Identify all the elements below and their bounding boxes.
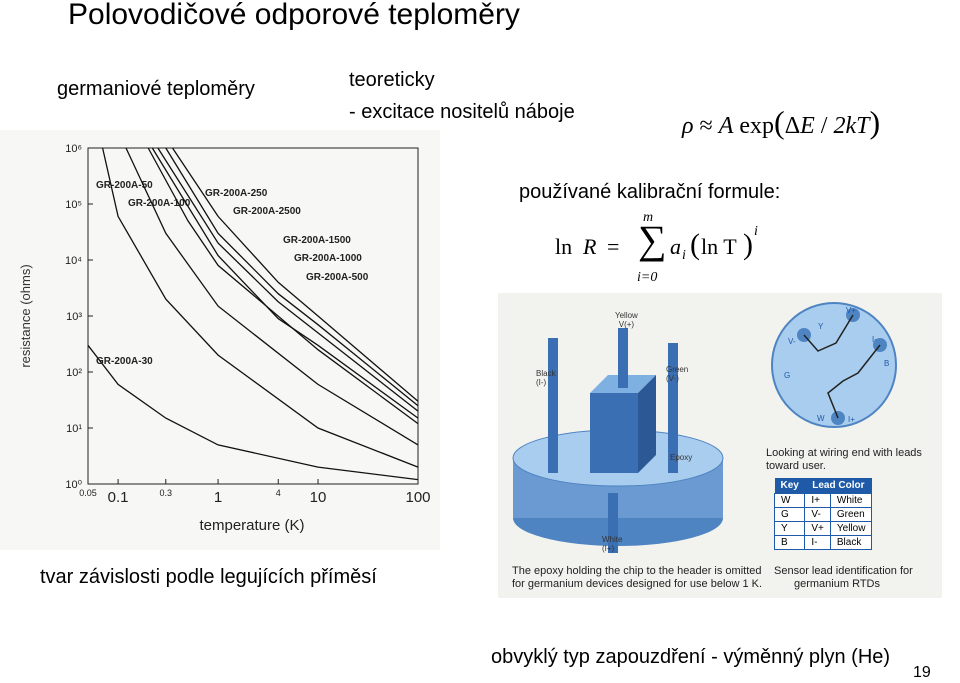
pinout-wire-2 <box>827 344 881 419</box>
table-cell: W <box>774 493 806 508</box>
series-line <box>165 147 419 407</box>
pin-white <box>608 493 618 553</box>
table-cell: White <box>829 493 873 508</box>
x-axis-label: temperature (K) <box>199 517 304 534</box>
table-row: G V- Green <box>774 507 873 522</box>
table-cell: B <box>774 535 806 550</box>
series-label: GR-200A-1000 <box>294 253 362 264</box>
lead-table: Key Lead Color W I+ White G V- Green Y V+ Yello… <box>774 478 873 550</box>
lead-label-white: White (I+) <box>602 535 623 553</box>
series-label: GR-200A-250 <box>205 188 268 199</box>
table-header-key: Key <box>774 478 805 494</box>
page-number: 19 <box>913 664 931 681</box>
pin-label-iminus: I- <box>872 335 877 344</box>
table-cell: V+ <box>804 521 831 536</box>
chart-background <box>0 130 440 550</box>
x-tick-label: 0.1 <box>108 489 129 506</box>
x-tick-label: 0.05 <box>79 488 97 498</box>
pin-green <box>668 343 678 473</box>
series-label: GR-200A-500 <box>306 272 369 283</box>
chart-marks: 10⁰ 10¹ 10² 10³ 10⁴ 10⁵ 10⁶ 0.05 0.1 0.3 1 4 10 100 GR… <box>65 143 430 506</box>
note-left-2: for germanium devices designed for use b… <box>512 578 763 590</box>
series-line <box>157 147 419 412</box>
pinout-wire-1 <box>803 314 854 352</box>
table-row: B I- Black <box>774 535 873 550</box>
y-tick-label: 10⁶ <box>65 143 82 155</box>
note-right-1: Sensor lead identification for <box>774 565 913 577</box>
epoxy-label: Epoxy <box>670 453 693 462</box>
pin-black <box>548 338 558 473</box>
pin-label-vminus: V- <box>788 337 796 346</box>
series-line <box>87 344 419 481</box>
label-germanium: germaniové teploměry <box>57 78 255 100</box>
x-tick-label: 10 <box>310 489 327 506</box>
formula-lnR: ln R = ∑ m i=0 a i ( ln T ) i <box>555 210 758 285</box>
series-line <box>101 147 419 468</box>
pin-label-Y: Y <box>818 322 824 331</box>
package-figure: Key Lead Color W I+ White G V- Green Y V+ Yello… <box>498 293 942 598</box>
lead-table-wrapper: Key Lead Color W I+ White G V- Green Y V+ Yello… <box>774 478 873 550</box>
table-cell: I+ <box>804 493 831 508</box>
series-line <box>151 147 419 419</box>
pin-label-W: W <box>817 414 825 423</box>
package-drawing: Key Lead Color W I+ White G V- Green Y V+ Yello… <box>512 302 897 553</box>
table-cell: Green <box>829 507 873 522</box>
caption-bottom: obvyklý typ zapouzdření - výměnný plyn (… <box>491 646 891 668</box>
table-cell: Black <box>829 535 873 550</box>
y-tick-label: 10⁵ <box>65 199 82 211</box>
table-row: W I+ White <box>774 493 873 508</box>
series-line <box>147 147 419 425</box>
series-label: GR-200A-1500 <box>283 235 351 246</box>
chip-block-side <box>638 375 656 473</box>
lead-label-green: Green (V-) <box>666 365 689 383</box>
note-left-1: The epoxy holding the chip to the header… <box>512 565 762 577</box>
y-axis-label: resistance (ohms) <box>18 264 33 367</box>
y-tick-label: 10⁰ <box>65 479 82 491</box>
series-label: GR-200A-2500 <box>233 206 301 217</box>
slide-title: Polovodičové odporové teploměry <box>68 0 520 31</box>
looking-text-2: toward user. <box>766 460 826 472</box>
pin-label-iplus: I+ <box>848 415 855 424</box>
chip-block-front <box>590 393 638 473</box>
resistance-chart: 10⁰ 10¹ 10² 10³ 10⁴ 10⁵ 10⁶ 0.05 0.1 0.3 1 4 10 100 GR… <box>0 130 440 550</box>
label-calibration: používané kalibrační formule: <box>519 181 781 203</box>
y-tick-label: 10² <box>66 367 82 379</box>
formula-rho: ρ ≈ A exp(ΔE / 2kT) <box>682 104 881 140</box>
pin-label-vplus: V+ <box>846 306 857 315</box>
label-theory-2: - excitace nositelů náboje <box>349 101 575 123</box>
caption-left: tvar závislosti podle legujících příměsí <box>40 566 377 588</box>
note-right-2: germanium RTDs <box>794 578 880 590</box>
table-cell: V- <box>804 507 831 522</box>
table-cell: Yellow <box>829 521 873 536</box>
table-row: Y V+ Yellow <box>774 521 873 536</box>
series-label: GR-200A-30 <box>96 356 153 367</box>
series-label: GR-200A-50 <box>96 180 153 191</box>
table-cell: Y <box>774 521 806 536</box>
y-tick-label: 10⁴ <box>65 255 82 267</box>
y-tick-label: 10¹ <box>66 423 82 435</box>
series-line <box>171 147 419 402</box>
x-tick-label: 1 <box>214 489 222 506</box>
pin-label-G: G <box>784 371 791 380</box>
label-theory-1: teoreticky <box>349 69 435 91</box>
table-cell: G <box>774 507 806 522</box>
y-tick-label: 10³ <box>66 311 82 323</box>
table-cell: I- <box>804 535 831 550</box>
series-label: GR-200A-100 <box>128 198 191 209</box>
series-line <box>125 147 419 446</box>
x-tick-label: 100 <box>405 489 430 506</box>
pin-yellow <box>618 328 628 388</box>
lead-label-black: Black (I-) <box>536 369 556 387</box>
looking-text-1: Looking at wiring end with leads <box>766 447 922 459</box>
table-header-color: Lead Color <box>804 478 872 494</box>
x-tick-label: 0.3 <box>160 488 173 498</box>
x-tick-label: 4 <box>276 488 281 498</box>
lead-label-yellow: Yellow V(+) <box>615 311 638 329</box>
pin-label-B: B <box>884 359 890 368</box>
